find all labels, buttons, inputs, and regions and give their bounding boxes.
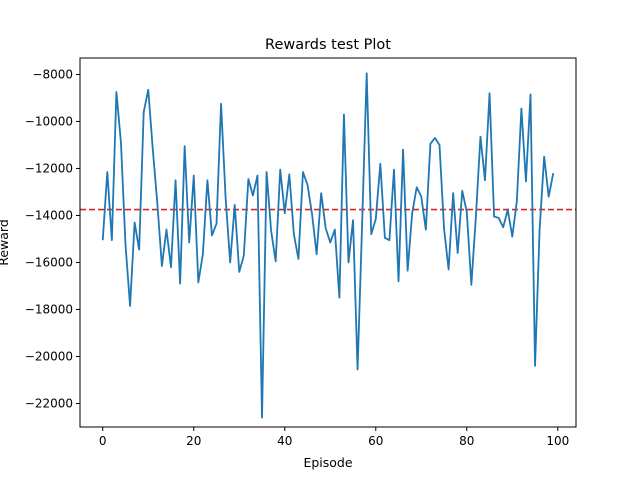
x-axis-ticks: 0 20 40 60 80 100 (99, 427, 569, 448)
y-tick-label: −22000 (25, 396, 73, 410)
plot-frame (79, 57, 577, 428)
x-tick-label: 0 (99, 434, 107, 448)
y-tick-label: −12000 (25, 161, 73, 175)
x-tick-label: 80 (459, 434, 474, 448)
chart-title: Rewards test Plot (265, 37, 391, 53)
y-tick-label: −18000 (25, 302, 73, 316)
y-axis-label: Reward (0, 219, 11, 266)
series-line-0 (101, 72, 555, 419)
x-axis-label: Episode (303, 455, 352, 470)
plot-area (80, 58, 576, 427)
y-tick-label: −20000 (25, 349, 73, 363)
y-tick-label: −8000 (32, 67, 73, 81)
y-tick-label: −14000 (25, 208, 73, 222)
y-axis-ticks: −22000 −20000 −18000 −16000 −14000 −12000 −100… (25, 67, 80, 410)
y-tick-label: −16000 (25, 255, 73, 269)
x-tick-label: 20 (186, 434, 201, 448)
y-tick-label: −10000 (25, 114, 73, 128)
x-tick-label: 60 (368, 434, 383, 448)
x-tick-label: 100 (546, 434, 569, 448)
x-tick-label: 40 (277, 434, 292, 448)
series-lines (101, 72, 555, 419)
